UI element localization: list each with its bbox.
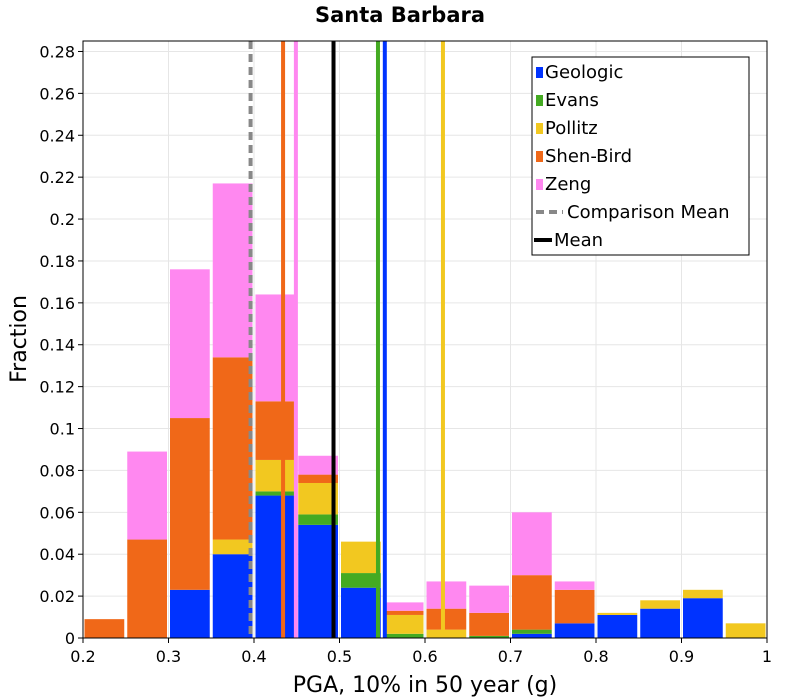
legend-label-mean: Mean bbox=[554, 230, 603, 251]
bar-evans bbox=[383, 633, 424, 638]
y-tick-label: 0.22 bbox=[39, 168, 75, 187]
bar-shen-bird bbox=[84, 619, 125, 638]
bar-pollitz bbox=[426, 629, 467, 638]
y-tick-label: 0.08 bbox=[39, 461, 75, 480]
y-tick-label: 0.24 bbox=[39, 126, 75, 145]
legend: Geologic Evans Pollitz Shen-Bird Zeng Compari… bbox=[531, 56, 750, 256]
bar-geologic bbox=[512, 633, 552, 638]
y-tick-label: 0.14 bbox=[39, 336, 75, 355]
bar-geologic bbox=[683, 598, 723, 638]
bar-shen-bird bbox=[554, 589, 595, 624]
x-axis-ticks: 0.2 0.3 0.4 0.5 0.6 0.7 0.8 0.9 1 bbox=[70, 638, 772, 666]
bar-pollitz bbox=[640, 600, 680, 609]
bar-shen-bird bbox=[426, 608, 467, 630]
y-tick-label: 0.2 bbox=[50, 210, 75, 229]
bar-geologic bbox=[597, 614, 638, 638]
legend-label-pollitz: Pollitz bbox=[545, 118, 598, 139]
x-tick-label: 0.7 bbox=[498, 647, 523, 666]
bar-zeng bbox=[554, 581, 595, 590]
bar-pollitz bbox=[383, 614, 424, 634]
y-tick-label: 0.02 bbox=[39, 587, 75, 606]
bar-shen-bird bbox=[212, 357, 253, 540]
bar-zeng bbox=[512, 512, 552, 576]
x-tick-label: 0.9 bbox=[669, 647, 694, 666]
bar-zeng bbox=[127, 451, 167, 540]
x-tick-label: 0.2 bbox=[70, 647, 95, 666]
bar-pollitz bbox=[683, 589, 723, 599]
bar-zeng bbox=[212, 183, 253, 358]
mean-lines bbox=[248, 41, 445, 638]
bar-geologic bbox=[640, 608, 680, 638]
x-tick-label: 0.8 bbox=[583, 647, 608, 666]
y-tick-label: 0.18 bbox=[39, 252, 75, 271]
y-axis-ticks: 0 0.02 0.04 0.06 0.08 0.1 0.12 0.14 0.16 0.18 0.2 0… bbox=[39, 42, 83, 648]
bar-evans bbox=[298, 514, 338, 525]
bar-shen-bird bbox=[170, 418, 210, 590]
bar-zeng bbox=[383, 602, 424, 611]
x-tick-label: 0.5 bbox=[327, 647, 352, 666]
bar-shen-bird bbox=[383, 610, 424, 615]
legend-swatch-pollitz bbox=[536, 123, 543, 134]
legend-box bbox=[531, 56, 750, 256]
bar-evans bbox=[469, 635, 509, 638]
legend-swatch-shen-bird bbox=[536, 151, 543, 162]
y-tick-label: 0.28 bbox=[39, 42, 75, 61]
legend-swatch-evans bbox=[536, 95, 543, 106]
y-tick-label: 0.06 bbox=[39, 503, 75, 522]
bar-pollitz bbox=[725, 623, 766, 638]
x-axis-title: PGA, 10% in 50 year (g) bbox=[293, 673, 557, 698]
x-tick-label: 0.4 bbox=[241, 647, 266, 666]
bar-zeng bbox=[469, 585, 509, 613]
legend-label-evans: Evans bbox=[545, 90, 599, 111]
bars bbox=[84, 183, 766, 638]
bar-pollitz bbox=[597, 612, 638, 615]
x-tick-label: 0.3 bbox=[156, 647, 181, 666]
bar-evans bbox=[341, 573, 381, 588]
bar-geologic bbox=[255, 495, 296, 638]
legend-label-shen-bird: Shen-Bird bbox=[545, 146, 632, 167]
bar-zeng bbox=[298, 455, 338, 475]
bar-zeng bbox=[255, 294, 296, 402]
bar-pollitz bbox=[212, 539, 253, 555]
y-tick-label: 0.1 bbox=[50, 420, 75, 439]
bar-shen-bird bbox=[298, 474, 338, 483]
legend-label-zeng: Zeng bbox=[545, 174, 591, 195]
bar-zeng bbox=[170, 269, 210, 419]
y-axis-title: Fraction bbox=[7, 295, 32, 383]
legend-swatch-zeng bbox=[536, 179, 543, 190]
bar-pollitz bbox=[298, 482, 338, 515]
bar-shen-bird bbox=[127, 539, 167, 638]
bar-pollitz bbox=[341, 541, 381, 574]
bar-evans bbox=[512, 629, 552, 634]
bar-geologic bbox=[341, 587, 381, 638]
bar-geologic bbox=[554, 623, 595, 638]
chart-title: Santa Barbara bbox=[315, 3, 485, 27]
y-tick-label: 0.04 bbox=[39, 545, 75, 564]
bar-geologic bbox=[212, 554, 253, 638]
bar-shen-bird bbox=[512, 575, 552, 630]
legend-swatch-geologic bbox=[536, 67, 543, 78]
bar-evans bbox=[255, 491, 296, 496]
legend-label-comparison-mean: Comparison Mean bbox=[567, 202, 730, 223]
bar-pollitz bbox=[255, 459, 296, 492]
bar-zeng bbox=[426, 581, 467, 609]
bar-geologic bbox=[298, 524, 338, 638]
legend-label-geologic: Geologic bbox=[545, 62, 623, 83]
y-tick-label: 0.16 bbox=[39, 294, 75, 313]
y-tick-label: 0.26 bbox=[39, 84, 75, 103]
y-tick-label: 0 bbox=[65, 629, 75, 648]
y-tick-label: 0.12 bbox=[39, 378, 75, 397]
bar-shen-bird bbox=[469, 612, 509, 636]
bar-shen-bird bbox=[255, 401, 296, 460]
x-tick-label: 1 bbox=[762, 647, 772, 666]
x-tick-label: 0.6 bbox=[412, 647, 437, 666]
bar-geologic bbox=[170, 589, 210, 638]
